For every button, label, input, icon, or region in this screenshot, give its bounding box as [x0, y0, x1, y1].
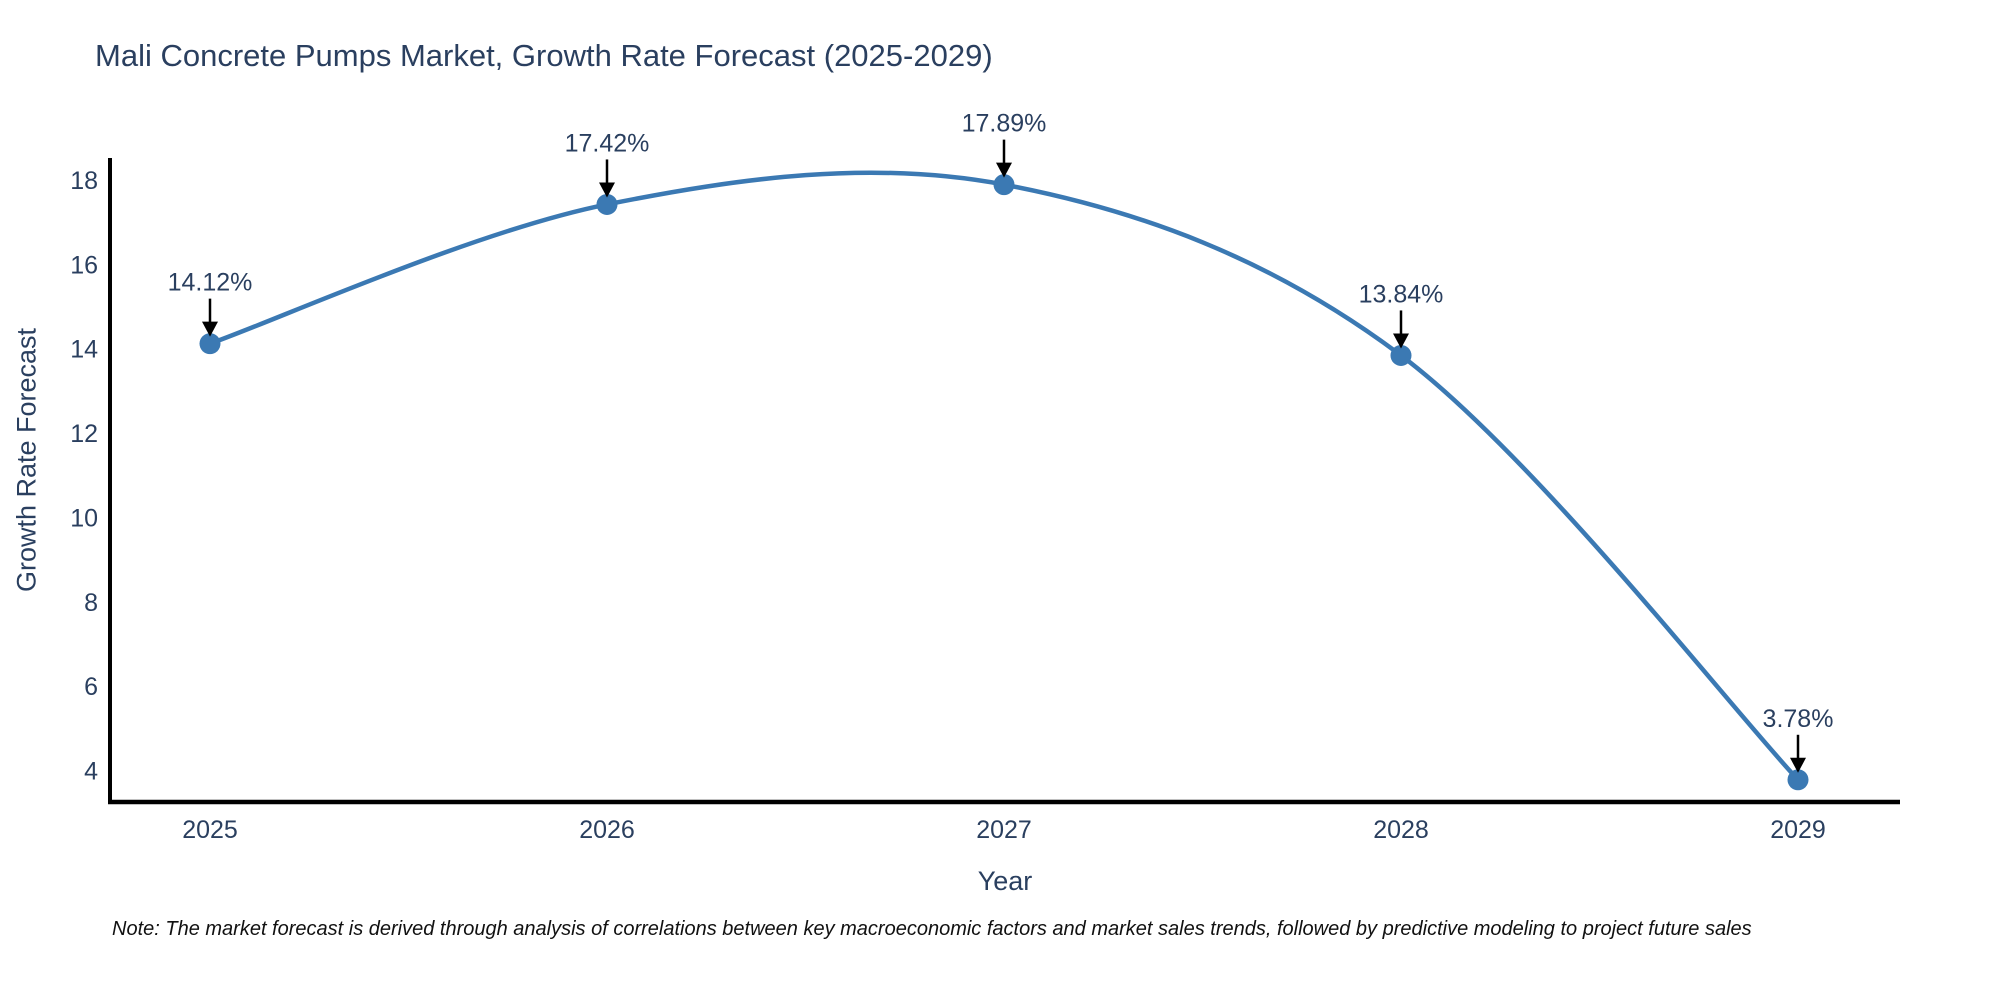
y-tick-label: 16	[70, 251, 98, 279]
data-point-label: 3.78%	[1763, 705, 1834, 733]
annotation-arrowhead-icon	[599, 182, 615, 198]
forecast-line	[207, 170, 1801, 783]
y-tick-label: 18	[70, 167, 98, 195]
annotation-arrowhead-icon	[1790, 757, 1806, 773]
x-tick-label: 2029	[1770, 816, 1826, 844]
x-tick-label: 2025	[182, 816, 238, 844]
y-tick-label: 8	[84, 589, 98, 617]
data-point-label: 17.42%	[565, 129, 650, 157]
data-point-marker[interactable]	[1787, 769, 1809, 791]
data-point-label: 17.89%	[962, 110, 1047, 138]
data-point-marker[interactable]	[993, 174, 1015, 196]
data-point-marker[interactable]	[199, 333, 221, 355]
annotation-arrowhead-icon	[1393, 333, 1409, 349]
annotation-arrowhead-icon	[996, 162, 1012, 178]
y-tick-label: 4	[84, 758, 98, 786]
y-tick-label: 14	[70, 336, 98, 364]
x-tick-label: 2028	[1373, 816, 1429, 844]
data-point-label: 14.12%	[168, 269, 253, 297]
y-tick-label: 12	[70, 420, 98, 448]
y-tick-label: 10	[70, 504, 98, 532]
x-axis-title: Year	[977, 866, 1033, 896]
x-tick-label: 2026	[579, 816, 635, 844]
x-tick-label: 2027	[976, 816, 1032, 844]
data-point-label: 13.84%	[1359, 280, 1444, 308]
chart-footnote: Note: The market forecast is derived thr…	[112, 918, 1752, 940]
annotation-arrowhead-icon	[202, 321, 218, 337]
data-point-marker[interactable]	[1390, 344, 1412, 366]
data-point-marker[interactable]	[596, 193, 618, 215]
y-tick-label: 6	[84, 673, 98, 701]
chart-title: Mali Concrete Pumps Market, Growth Rate …	[95, 38, 993, 73]
